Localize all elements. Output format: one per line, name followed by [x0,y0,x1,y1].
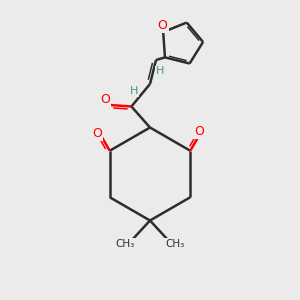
Text: H: H [130,86,138,96]
Text: O: O [194,125,204,138]
Text: O: O [92,127,102,140]
Text: CH₃: CH₃ [116,238,135,249]
Text: CH₃: CH₃ [165,238,184,249]
Text: O: O [100,93,110,106]
Text: O: O [158,19,167,32]
Text: H: H [155,66,164,76]
